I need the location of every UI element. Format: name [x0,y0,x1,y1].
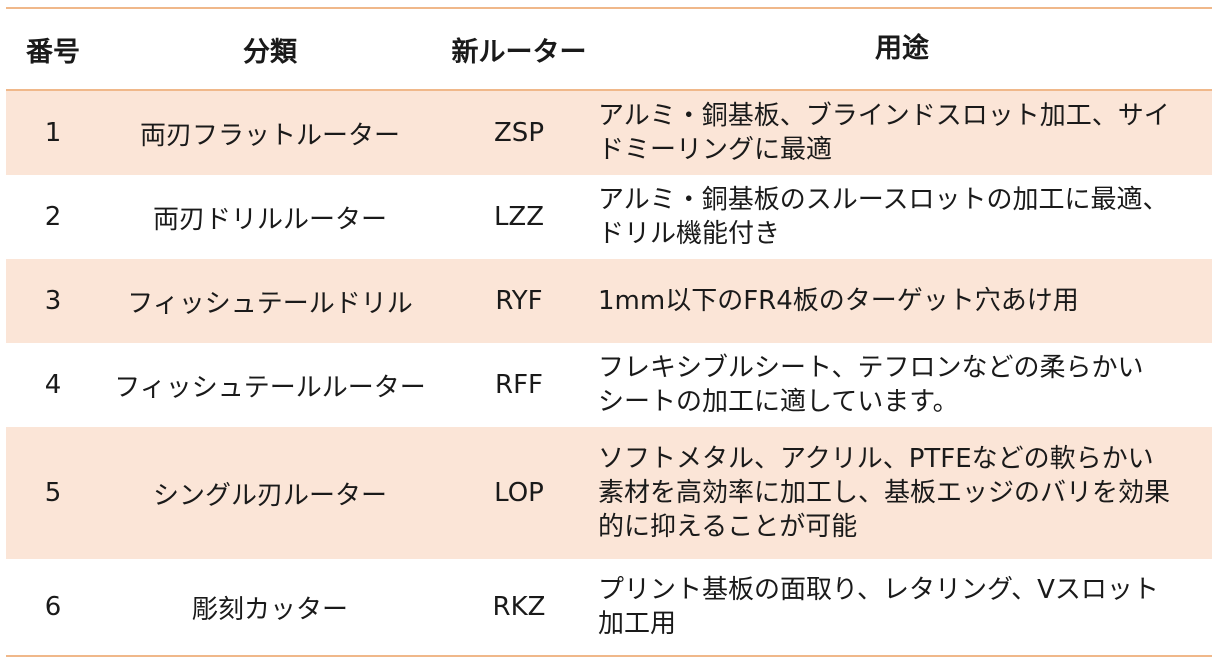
table-row: 1 両刃フラットルーター ZSP アルミ・銅基板、ブラインドスロット加工、サイ … [6,91,1212,175]
usage-line: 1mm以下のFR4板のターゲット穴あけ用 [598,286,1079,316]
table-row: 3 フィッシュテールドリル RYF 1mm以下のFR4板のターゲット穴あけ用 [6,259,1212,343]
row-category: シングル刃ルーター [152,480,387,511]
table-header: 番号 分類 新ルーター 用途 [6,9,1212,91]
row-number: 2 [44,202,62,232]
row-number: 5 [44,478,62,508]
row-code: LZZ [493,202,545,232]
row-usage: アルミ・銅基板、ブラインドスロット加工、サイ ドミーリングに最適 [598,99,1212,167]
usage-line: ドミーリングに最適 [598,135,833,165]
row-category: 両刃フラットルーター [139,120,400,151]
row-number: 1 [44,118,62,148]
row-code: ZSP [494,118,544,148]
usage-line: アルミ・銅基板、ブラインドスロット加工、サイ [598,101,1170,131]
row-code: RKZ [492,592,546,622]
row-code: RFF [495,370,543,400]
row-usage: プリント基板の面取り、レタリング、Vスロット 加工用 [598,573,1212,641]
table-row: 5 シングル刃ルーター LOP ソフトメタル、アクリル、PTFEなどの軟らかい … [6,427,1212,559]
row-category: 彫刻カッター [191,594,348,625]
row-usage: フレキシブルシート、テフロンなどの柔らかい シートの加工に適しています。 [598,351,1212,419]
table-row: 6 彫刻カッター RKZ プリント基板の面取り、レタリング、Vスロット 加工用 [6,559,1212,655]
row-code: LOP [494,478,544,508]
row-code: RYF [495,286,543,316]
row-category: フィッシュテールルーター [114,372,426,403]
usage-line: 素材を高効率に加工し、基板エッジのバリを効果 [598,478,1171,508]
row-number: 6 [44,592,62,622]
row-usage: 1mm以下のFR4板のターゲット穴あけ用 [598,284,1212,318]
row-number: 3 [44,286,62,316]
usage-line: プリント基板の面取り、レタリング、Vスロット [598,575,1159,605]
row-category: 両刃ドリルルーター [152,204,387,235]
table-row: 4 フィッシュテールルーター RFF フレキシブルシート、テフロンなどの柔らかい… [6,343,1212,427]
row-usage: ソフトメタル、アクリル、PTFEなどの軟らかい 素材を高効率に加工し、基板エッジ… [598,442,1212,544]
header-number: 番号 [26,36,80,68]
usage-line: 加工用 [598,609,677,639]
table-row: 2 両刃ドリルルーター LZZ アルミ・銅基板のスルースロットの加工に最適、 ド… [6,175,1212,259]
row-usage: アルミ・銅基板のスルースロットの加工に最適、 ドリル機能付き [598,183,1212,251]
usage-line: ドリル機能付き [598,219,781,249]
header-category: 分類 [243,36,297,68]
header-usage: 用途 [875,33,929,64]
row-category: フィッシュテールドリル [127,288,413,319]
usage-line: 的に抑えることが可能 [598,512,858,542]
usage-line: シートの加工に適しています。 [598,387,959,417]
row-number: 4 [44,370,62,400]
router-table: 番号 分類 新ルーター 用途 1 両刃フラットルーター ZSP アルミ・銅基板、… [6,7,1212,657]
header-new-router: 新ルーター [451,36,587,68]
usage-line: ソフトメタル、アクリル、PTFEなどの軟らかい [598,444,1154,474]
usage-line: フレキシブルシート、テフロンなどの柔らかい [598,353,1144,383]
usage-line: アルミ・銅基板のスルースロットの加工に最適、 [598,185,1169,215]
